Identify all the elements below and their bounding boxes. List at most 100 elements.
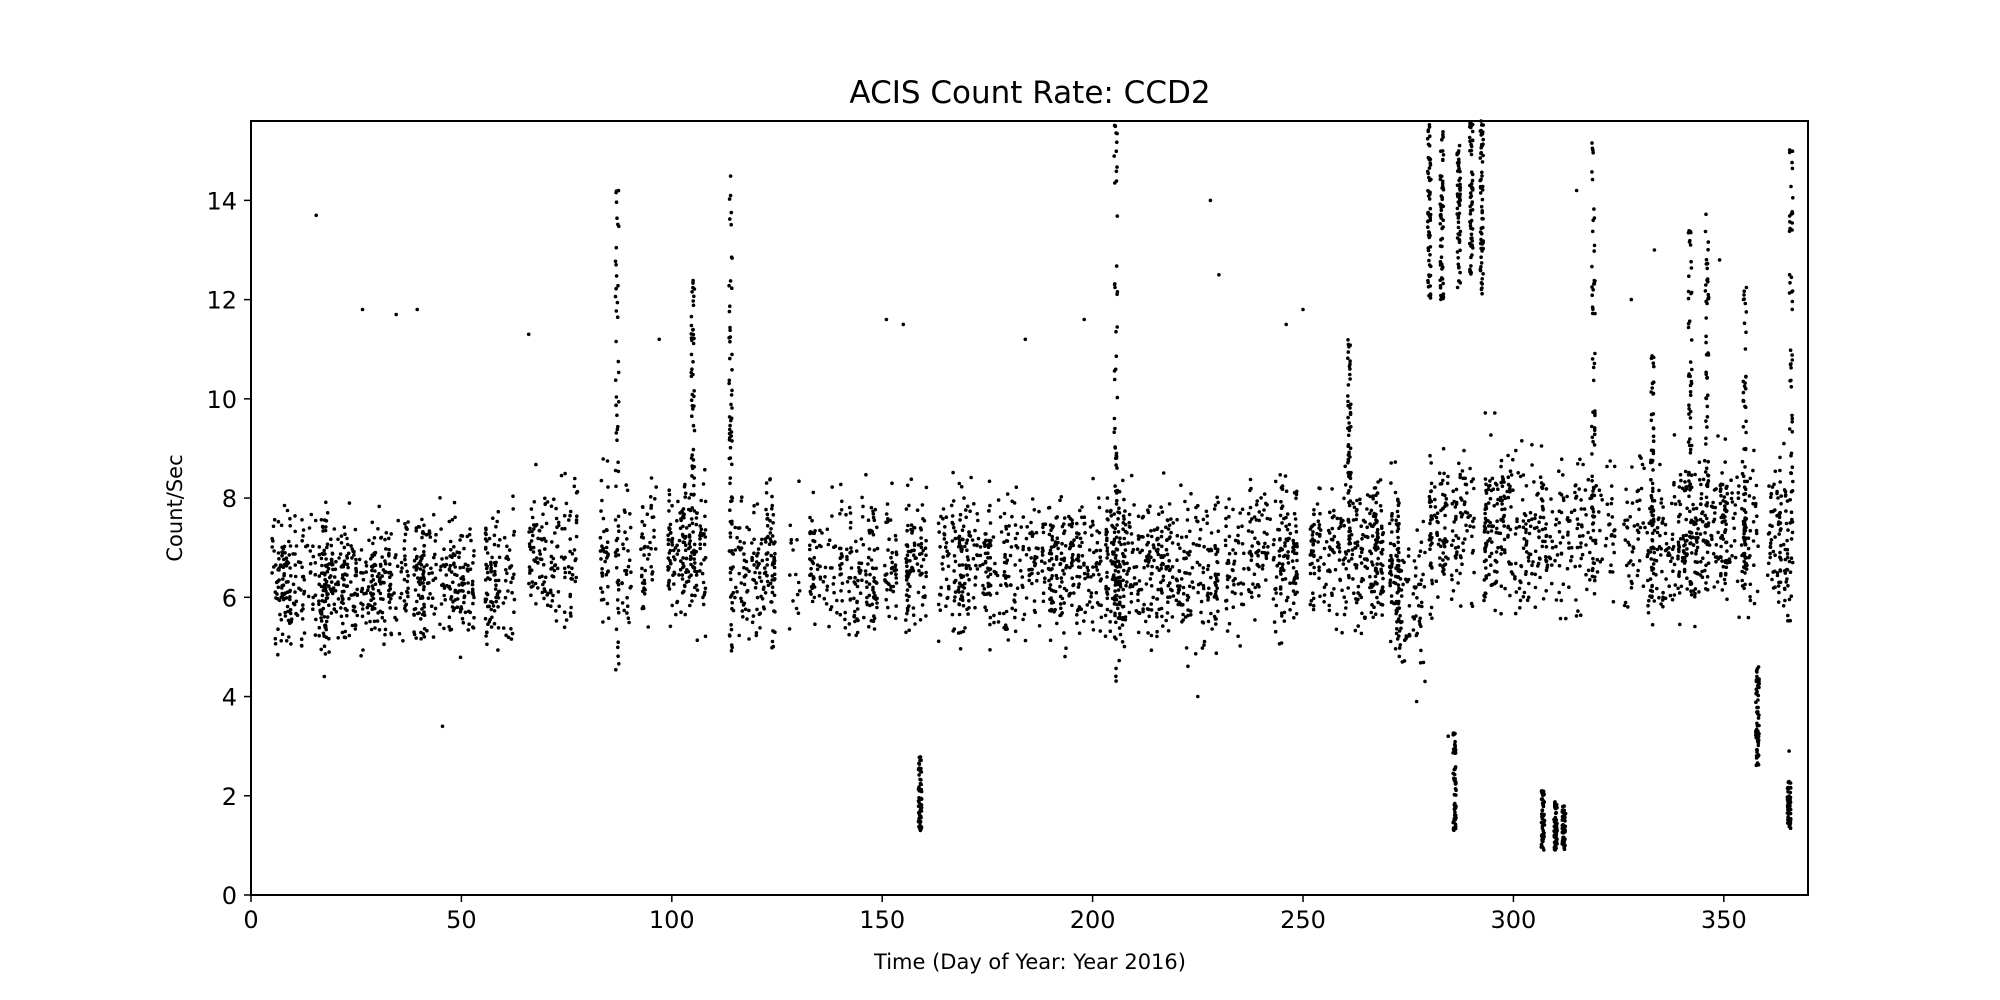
data-point [1021, 547, 1025, 552]
data-point [1209, 531, 1214, 535]
data-point [551, 593, 555, 598]
data-point [371, 541, 375, 546]
data-point [1350, 548, 1355, 552]
data-point [758, 626, 762, 630]
data-point [1291, 566, 1296, 570]
data-point [1050, 534, 1054, 539]
data-point [1124, 583, 1128, 588]
data-point [1027, 578, 1031, 583]
data-point [541, 562, 546, 567]
data-point [1428, 547, 1432, 551]
data-point [817, 593, 822, 598]
data-point [383, 537, 387, 542]
data-point [1373, 486, 1378, 490]
data-point [339, 606, 343, 610]
data-point [1748, 598, 1753, 603]
data-point [919, 758, 923, 763]
data-point [605, 601, 610, 606]
data-point [924, 574, 928, 579]
data-point [1642, 466, 1646, 471]
data-point [1486, 487, 1491, 492]
data-point [1440, 195, 1444, 200]
data-point [1454, 516, 1458, 521]
data-point [1421, 660, 1426, 665]
data-point [342, 583, 346, 587]
data-point [1381, 563, 1385, 568]
data-point [1343, 483, 1348, 487]
data-point [1083, 521, 1087, 526]
data-point [554, 609, 558, 613]
data-point [1483, 477, 1488, 481]
data-point [472, 554, 476, 558]
data-point [1580, 552, 1585, 557]
data-point [972, 502, 976, 506]
data-point [1002, 570, 1007, 574]
data-point [981, 562, 985, 567]
data-point [472, 595, 476, 600]
data-point [1216, 609, 1220, 614]
data-point [1358, 554, 1362, 559]
data-point [691, 447, 696, 452]
data-point [308, 549, 313, 553]
data-point [1155, 550, 1160, 554]
data-point [919, 778, 923, 782]
data-point [1279, 499, 1283, 504]
data-point [530, 580, 535, 584]
data-point [400, 566, 404, 570]
data-point [1227, 514, 1231, 519]
data-point [872, 627, 877, 631]
data-point [965, 548, 969, 552]
data-point [1113, 426, 1117, 431]
data-point [681, 561, 685, 566]
data-point [693, 561, 697, 565]
data-point [414, 563, 419, 568]
data-point [1149, 648, 1154, 652]
data-point [471, 561, 475, 565]
data-point [1286, 550, 1290, 554]
data-point [839, 552, 844, 556]
data-point [301, 603, 305, 607]
data-point [1559, 552, 1564, 556]
data-point [1356, 584, 1361, 589]
data-point [1332, 508, 1336, 513]
data-point [1048, 638, 1053, 643]
data-point [413, 588, 418, 592]
data-point [1075, 574, 1079, 579]
data-point [1423, 550, 1427, 555]
data-point [1564, 616, 1568, 621]
data-point [815, 567, 820, 572]
data-point [1459, 604, 1463, 608]
data-point [1419, 648, 1423, 653]
data-point [654, 485, 658, 489]
data-point [1215, 549, 1220, 554]
data-point [376, 527, 380, 531]
data-point [1051, 600, 1056, 605]
data-point [1471, 525, 1476, 529]
data-point [1216, 529, 1221, 533]
data-point [1643, 525, 1647, 530]
data-point [569, 614, 573, 618]
data-point [1330, 526, 1335, 531]
data-point [1405, 579, 1409, 584]
data-point [904, 507, 909, 511]
data-point [1511, 488, 1515, 493]
data-point [1091, 573, 1096, 577]
data-point [1421, 519, 1426, 524]
data-point [1136, 598, 1140, 603]
data-point [433, 576, 438, 581]
data-point [1232, 562, 1236, 566]
data-point [279, 564, 283, 569]
data-point [375, 574, 380, 579]
data-point [1249, 558, 1254, 562]
data-point [444, 573, 449, 577]
data-point [1517, 524, 1522, 529]
data-point [728, 423, 732, 428]
data-point [490, 600, 495, 605]
data-point [988, 521, 993, 525]
data-point [1390, 514, 1394, 518]
data-point [1778, 480, 1782, 484]
data-point [759, 541, 764, 546]
data-point [1498, 531, 1503, 536]
data-point [1627, 574, 1631, 578]
data-point [1058, 584, 1062, 589]
